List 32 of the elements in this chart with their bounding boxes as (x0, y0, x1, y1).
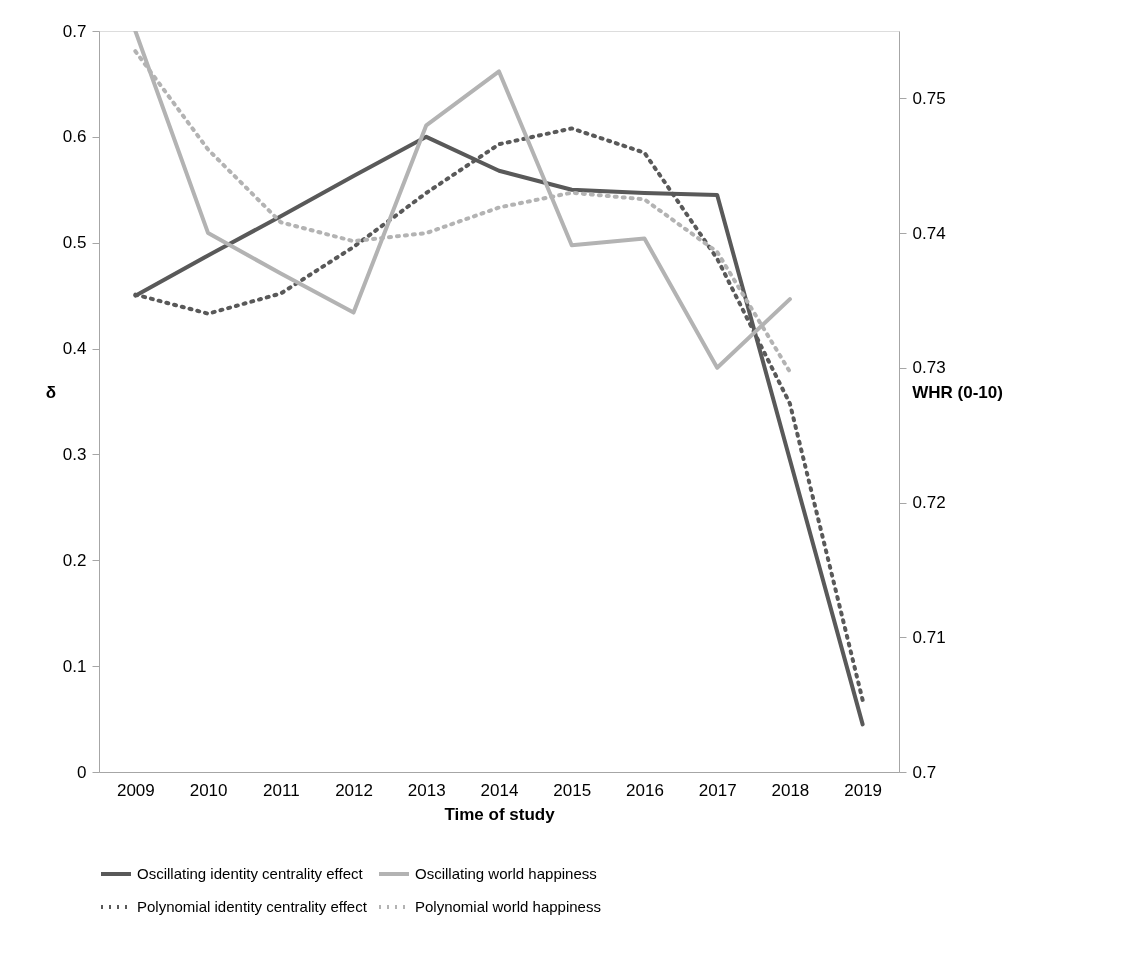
y-axis-title: δ (45, 383, 57, 402)
y2-tick-label: 0.75 (912, 88, 946, 108)
legend-label: Polynomial world happiness (415, 898, 601, 915)
y2-tick-label: 0.74 (912, 223, 946, 243)
y-tick-label: 0.5 (62, 233, 87, 253)
y2-tick-label: 0.72 (912, 493, 946, 513)
y2-tick-label: 0.7 (912, 762, 937, 782)
y2-tick-label: 0.73 (912, 358, 946, 378)
x-tick-label: 2017 (698, 780, 737, 800)
legend-label: Oscillating world happiness (415, 865, 597, 882)
y2-axis-title: WHR (0-10) (912, 383, 1003, 402)
x-tick-label: 2019 (844, 780, 883, 800)
y-tick-label: 0.7 (62, 21, 87, 41)
x-tick-label: 2013 (407, 780, 446, 800)
x-tick-label: 2012 (335, 780, 373, 800)
y-tick-label: 0.1 (62, 656, 87, 676)
x-tick-label: 2014 (480, 780, 519, 800)
y-tick-label: 0.6 (62, 127, 87, 147)
y2-tick-label: 0.71 (912, 627, 946, 647)
x-tick-label: 2010 (189, 780, 228, 800)
x-tick-label: 2018 (771, 780, 810, 800)
y-tick-label: 0.3 (62, 444, 87, 464)
y-tick-label: 0.2 (62, 550, 87, 570)
x-axis-title: Time of study (444, 804, 556, 824)
x-tick-label: 2016 (626, 780, 664, 800)
legend-label: Polynomial identity centrality effect (137, 898, 368, 915)
x-tick-label: 2009 (116, 780, 155, 800)
y-tick-label: 0.4 (62, 339, 87, 359)
y-tick-label: 0 (77, 762, 87, 782)
x-tick-label: 2015 (553, 780, 592, 800)
x-tick-label: 2011 (263, 780, 300, 800)
legend-label: Oscillating identity centrality effect (137, 865, 364, 882)
